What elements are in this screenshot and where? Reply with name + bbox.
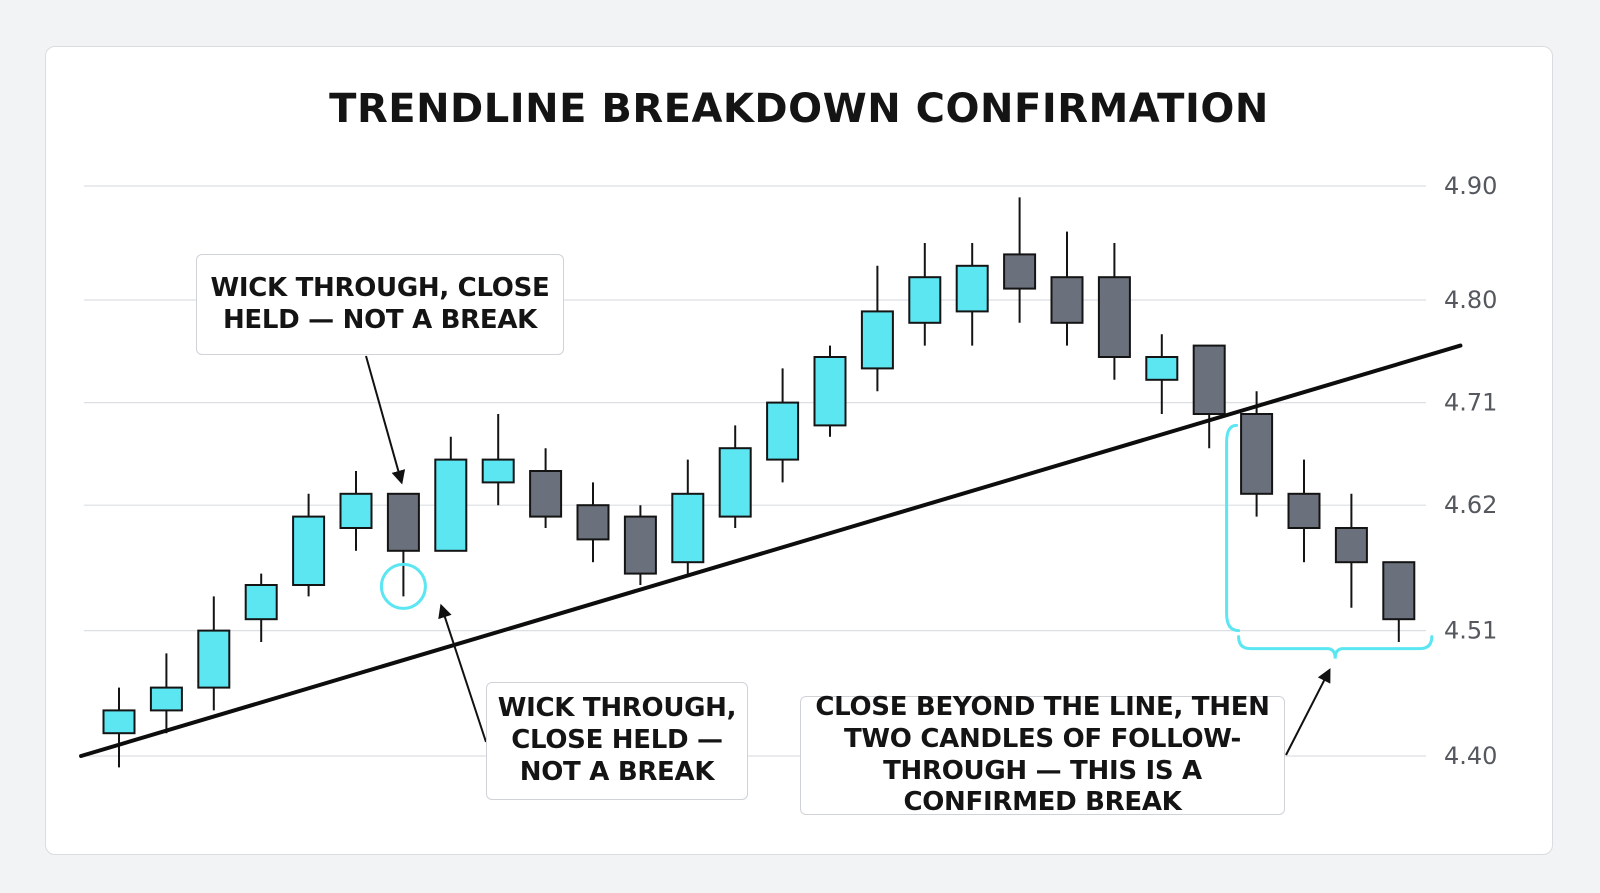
candle-5 — [339, 471, 373, 551]
candle-body-up — [292, 515, 326, 586]
candle-10 — [576, 482, 610, 563]
candle-body-down — [1097, 276, 1131, 359]
candle-0 — [102, 687, 136, 768]
candle-body-down — [1240, 413, 1274, 495]
candle-11 — [623, 505, 657, 585]
candle-body-up — [766, 401, 800, 461]
candle-body-down — [1003, 253, 1037, 290]
callout-wick-bottom-text: WICK THROUGH, CLOSE HELD — NOT A BREAK — [497, 693, 737, 787]
candle-body-up — [860, 310, 894, 370]
y-tick-label-4: 4.51 — [1444, 617, 1497, 645]
follow-through-brace — [1237, 635, 1434, 659]
candle-body-up — [434, 458, 468, 552]
candle-18 — [955, 243, 989, 346]
candle-25 — [1287, 459, 1321, 563]
candle-9 — [529, 448, 563, 528]
callout-confirmed-break: CLOSE BEYOND THE LINE, THEN TWO CANDLES … — [800, 692, 1285, 817]
candle-body-up — [671, 492, 705, 564]
candle-body-up — [339, 492, 373, 529]
callout-wick-top-text: WICK THROUGH, CLOSE HELD — NOT A BREAK — [210, 272, 550, 335]
candle-16 — [860, 265, 894, 392]
y-tick-label-5: 4.40 — [1444, 742, 1497, 770]
breakdown-vertical-bracket — [1225, 423, 1241, 633]
chart-title: TRENDLINE BREAKDOWN CONFIRMATION — [329, 86, 1269, 132]
arrow-callout-confirmed — [1285, 668, 1331, 756]
candle-body-up — [481, 458, 515, 484]
y-tick-label-0: 4.90 — [1444, 172, 1497, 200]
candle-26 — [1334, 493, 1368, 608]
candle-body-down — [576, 504, 610, 541]
candle-body-up — [244, 584, 278, 621]
candle-body-up — [102, 709, 136, 735]
candle-2 — [197, 596, 231, 711]
candle-12 — [671, 459, 705, 574]
callout-wick-top: WICK THROUGH, CLOSE HELD — NOT A BREAK — [196, 254, 564, 355]
candle-body-up — [149, 686, 183, 712]
candle-23 — [1192, 344, 1226, 449]
trendline — [79, 343, 1463, 758]
candle-body-up — [1145, 356, 1179, 381]
candle-27 — [1382, 561, 1416, 642]
candle-body-down — [1334, 527, 1368, 564]
candle-body-up — [718, 447, 752, 518]
candle-6 — [386, 492, 420, 597]
candle-19 — [1003, 197, 1037, 323]
candle-body-down — [1382, 561, 1416, 621]
y-tick-label-1: 4.80 — [1444, 286, 1497, 314]
arrow-callout-top — [365, 355, 406, 485]
wick-highlight-circle — [379, 562, 427, 610]
candle-17 — [908, 243, 942, 346]
candle-1 — [149, 653, 183, 734]
arrow-callout-bottom — [438, 603, 487, 743]
candle-13 — [718, 425, 752, 528]
callout-confirmed-break-text: CLOSE BEYOND THE LINE, THEN TWO CANDLES … — [815, 692, 1270, 818]
candle-body-up — [955, 264, 989, 313]
candle-body-down — [1192, 344, 1226, 416]
candle-body-up — [197, 629, 231, 689]
candle-24 — [1240, 391, 1274, 517]
candle-21 — [1097, 243, 1131, 380]
candle-4 — [292, 493, 326, 597]
candle-body-down — [1287, 492, 1321, 529]
candle-14 — [766, 368, 800, 483]
y-tick-label-3: 4.62 — [1444, 491, 1497, 519]
callout-wick-bottom: WICK THROUGH, CLOSE HELD — NOT A BREAK — [486, 682, 748, 800]
candle-8 — [481, 414, 515, 506]
candle-body-down — [1050, 276, 1084, 324]
candle-body-up — [813, 356, 847, 427]
candle-body-down — [529, 470, 563, 518]
candle-15 — [813, 345, 847, 437]
candle-20 — [1050, 231, 1084, 346]
candle-body-down — [386, 492, 420, 552]
candle-7 — [434, 436, 468, 552]
candle-3 — [244, 573, 278, 642]
candle-body-down — [623, 515, 657, 575]
candle-22 — [1145, 334, 1179, 414]
y-tick-label-2: 4.71 — [1444, 389, 1497, 417]
candle-body-up — [908, 276, 942, 324]
